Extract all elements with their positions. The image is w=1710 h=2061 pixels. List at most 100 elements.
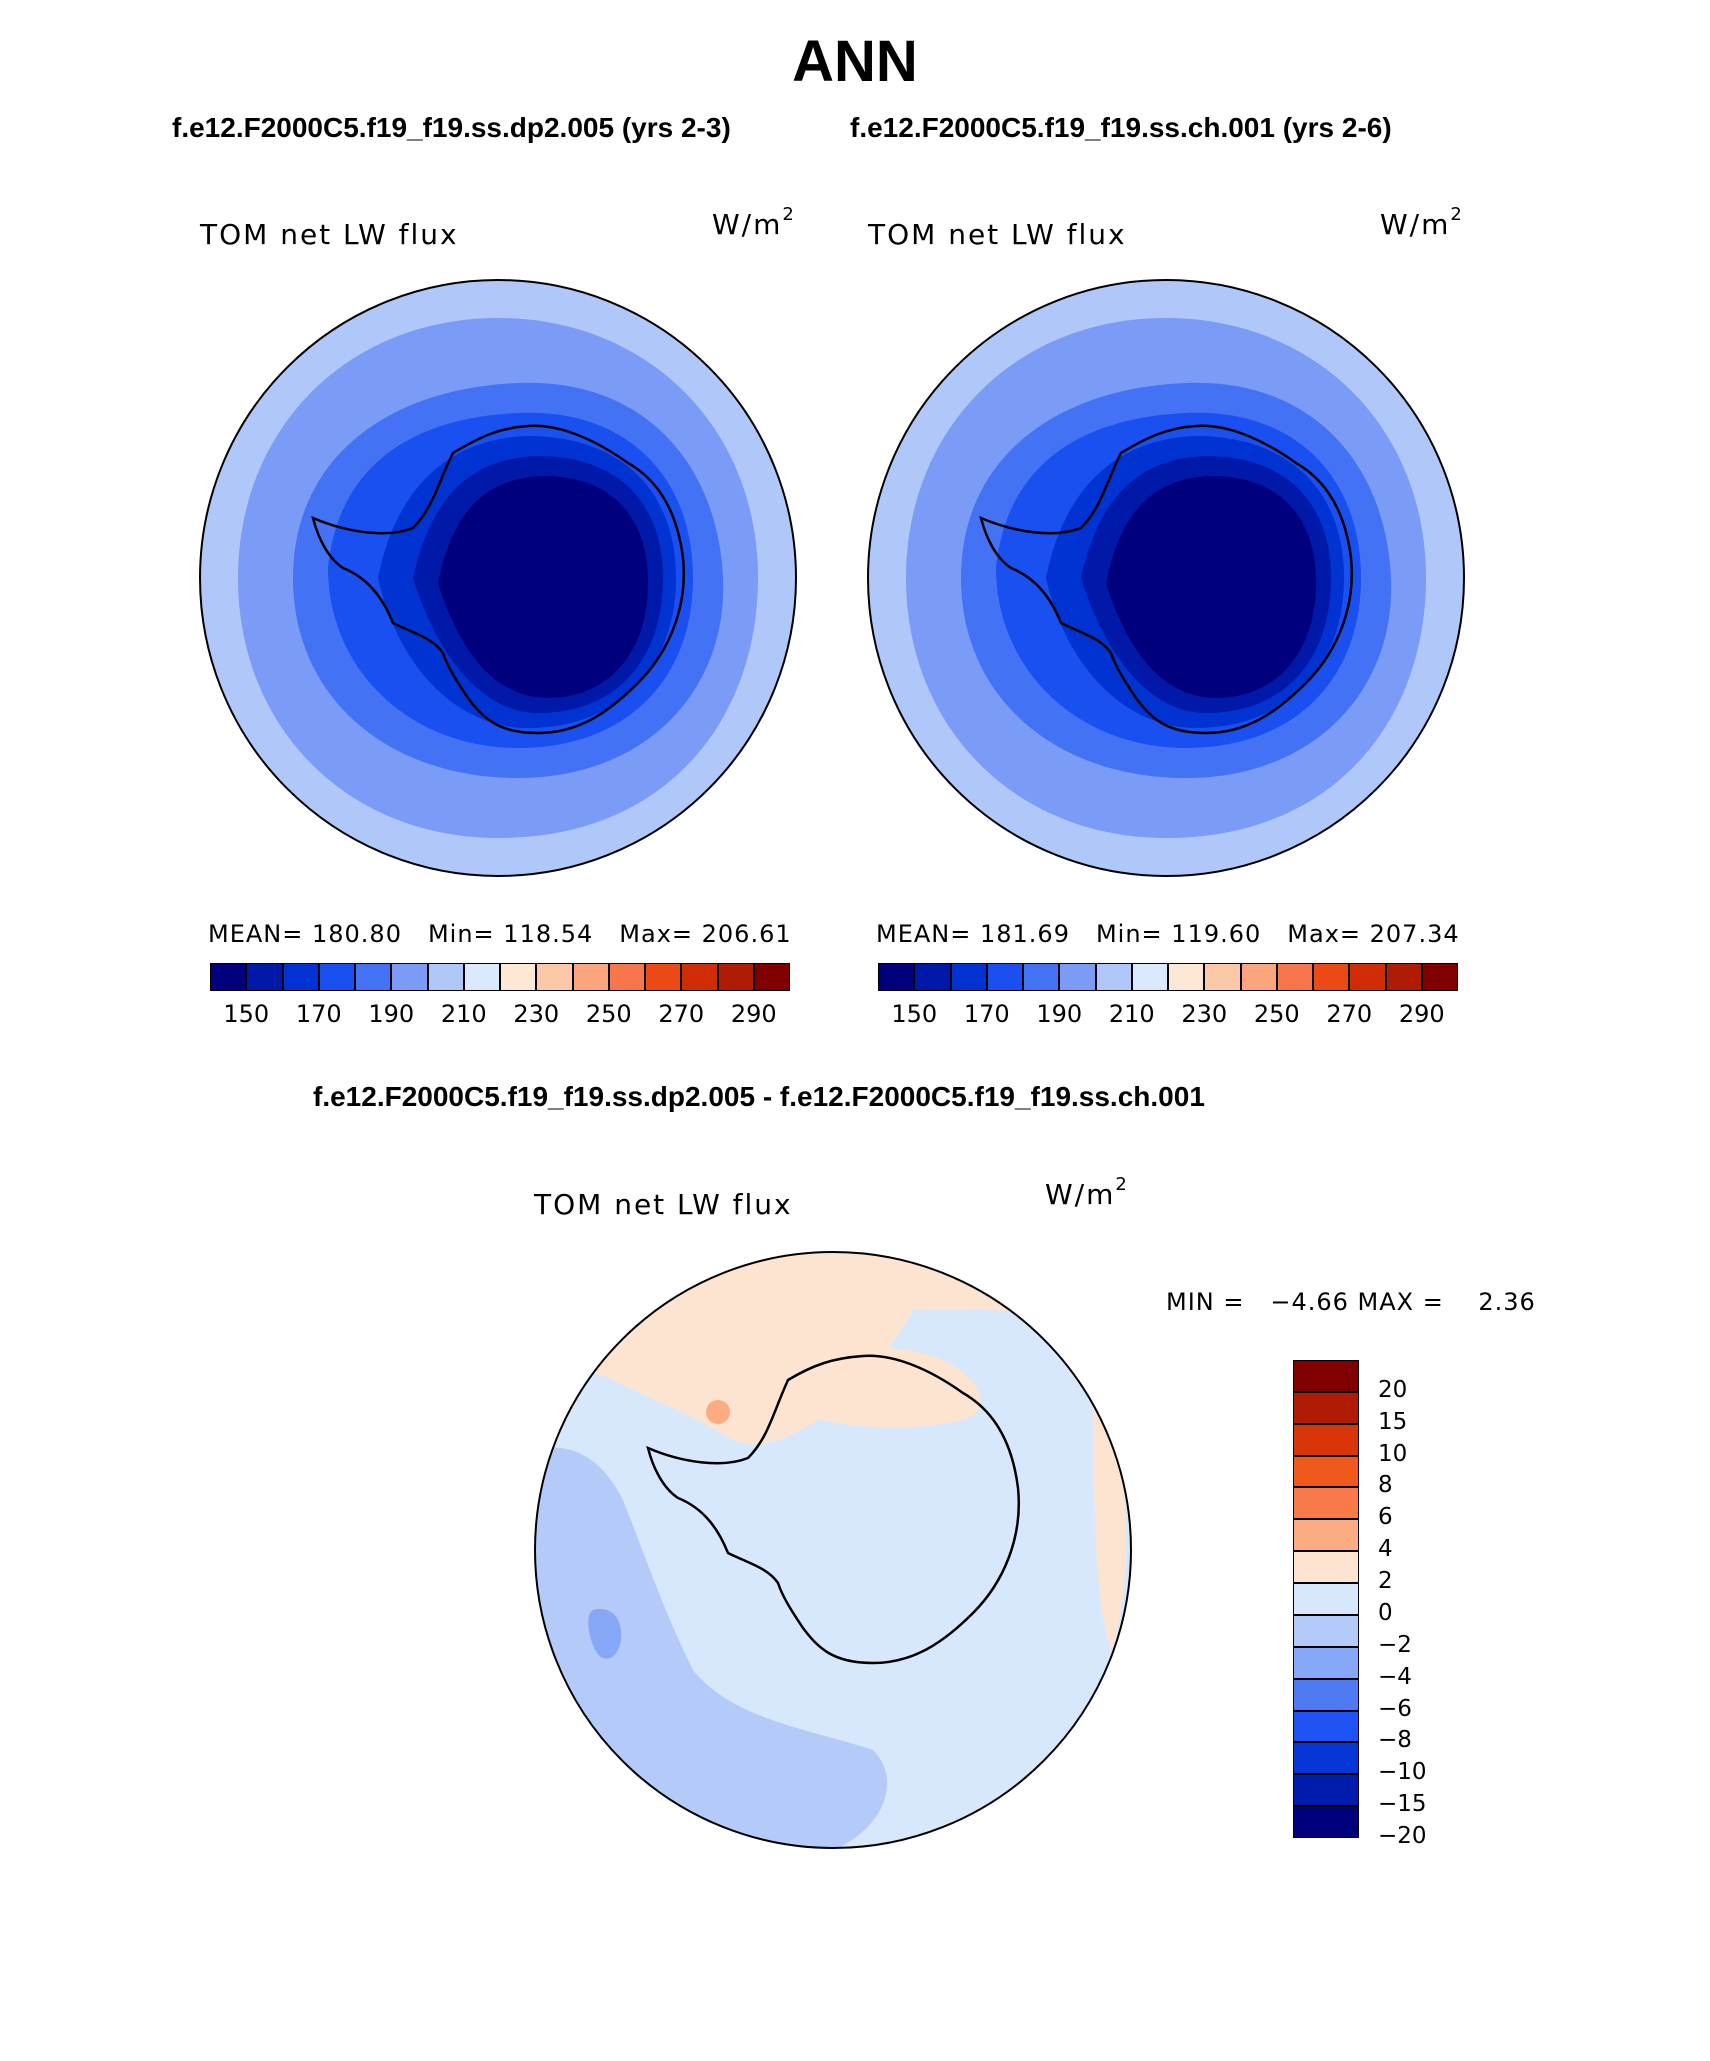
diff-colorbar-tick-label: −4	[1378, 1663, 1412, 1690]
panel1-colorbar-swatch	[717, 963, 754, 991]
panel1-colorbar-tick-label: 170	[295, 1000, 342, 1028]
panel3-map-border	[534, 1251, 1132, 1849]
panel1-colorbar-ticks: 150 170 190 210 230 250 270 290	[210, 1000, 790, 1030]
diff-colorbar-tick-label: 8	[1378, 1472, 1393, 1499]
panel2-colorbar-swatch	[1095, 963, 1132, 991]
panel2-units: W/m2	[1380, 204, 1464, 241]
panel2-colorbar-swatch	[986, 963, 1023, 991]
panel2-variable-label: TOM net LW flux	[868, 218, 1127, 251]
diff-colorbar-tick-label: −20	[1378, 1823, 1427, 1849]
panel2-colorbar-swatch	[1349, 963, 1386, 991]
panel1-colorbar	[210, 963, 790, 991]
panel3-field-positive-east	[1093, 1370, 1127, 1650]
panel1-colorbar-swatch	[572, 963, 609, 991]
diff-colorbar-swatch	[1293, 1487, 1359, 1520]
diff-colorbar-swatch	[1293, 1614, 1359, 1647]
panel2-map-border	[867, 279, 1465, 877]
panel3-field-negative-west	[535, 1447, 888, 1848]
panel2-colorbar-swatch	[1240, 963, 1277, 991]
panel1-colorbar-swatch	[246, 963, 283, 991]
panel2-map	[867, 279, 1465, 877]
panel1-min: Min= 118.54	[427, 920, 594, 948]
panel2-colorbar-swatch	[1385, 963, 1422, 991]
diff-colorbar-swatch	[1293, 1806, 1359, 1838]
panel1-max: Max= 206.61	[619, 920, 792, 948]
diff-colorbar-tick-label: 10	[1378, 1440, 1408, 1467]
panel2-colorbar-tick-label: 230	[1181, 1000, 1228, 1028]
panel2-mean: MEAN= 181.69	[876, 920, 1070, 948]
diff-colorbar-tick-label: −2	[1378, 1631, 1412, 1658]
panel3-field-positive-north	[535, 1252, 1131, 1444]
panel1-units-base: W/m	[712, 208, 783, 241]
panel3-field-negative-core	[588, 1609, 622, 1659]
panel1-colorbar-swatch	[391, 963, 428, 991]
panel1-colorbar-tick-label: 270	[658, 1000, 705, 1028]
diff-colorbar-swatch	[1293, 1360, 1359, 1392]
panel1-colorbar-swatch	[645, 963, 682, 991]
panel2-stats: MEAN= 181.69 Min= 119.60 Max= 207.34	[876, 920, 1460, 948]
panel1-units: W/m2	[712, 204, 796, 241]
diff-colorbar-swatch	[1293, 1455, 1359, 1488]
panel2-colorbar-tick-label: 210	[1108, 1000, 1155, 1028]
panel3-units: W/m2	[1045, 1174, 1129, 1211]
panel2-units-base: W/m	[1380, 208, 1451, 241]
panel1-colorbar-swatch	[536, 963, 573, 991]
panel1-colorbar-tick-label: 210	[440, 1000, 487, 1028]
diff-colorbar-tick-label: 6	[1378, 1504, 1393, 1531]
panel3-map	[534, 1251, 1132, 1849]
panel2-min: Min= 119.60	[1095, 920, 1262, 948]
panel1-colorbar-tick-label: 230	[513, 1000, 560, 1028]
panel2-max: Max= 207.34	[1287, 920, 1460, 948]
panel1-colorbar-tick-label: 150	[223, 1000, 270, 1028]
panel1-variable-label: TOM net LW flux	[200, 218, 459, 251]
panel1-field-core	[438, 476, 648, 698]
panel1-colorbar-swatch	[681, 963, 718, 991]
panel1-map	[199, 279, 797, 877]
panel2-colorbar-swatch	[914, 963, 951, 991]
diff-colorbar-swatch	[1293, 1519, 1359, 1552]
panel1-colorbar-tick-label: 190	[368, 1000, 415, 1028]
diff-colorbar-tick-label: 4	[1378, 1536, 1393, 1563]
diff-colorbar-swatch	[1293, 1646, 1359, 1679]
panel2-colorbar-swatch	[1131, 963, 1168, 991]
panel3-units-base: W/m	[1045, 1178, 1116, 1211]
panel1-colorbar-swatch	[355, 963, 392, 991]
panel3-variable-label: TOM net LW flux	[534, 1188, 793, 1221]
page-title: ANN	[792, 29, 918, 94]
panel1-colorbar-swatch	[210, 963, 247, 991]
panel1-colorbar-swatch	[500, 963, 537, 991]
panel1-colorbar-swatch	[318, 963, 355, 991]
diff-colorbar-swatch	[1293, 1391, 1359, 1424]
panel2-colorbar-swatch	[1204, 963, 1241, 991]
panel1-coastline	[311, 424, 685, 735]
panel1-stats: MEAN= 180.80 Min= 118.54 Max= 206.61	[208, 920, 792, 948]
panel2-colorbar-swatch	[1023, 963, 1060, 991]
subtitle-diff: f.e12.F2000C5.f19_f19.ss.dp2.005 - f.e12…	[313, 1081, 1205, 1112]
panel2-colorbar-swatch	[878, 963, 915, 991]
panel2-colorbar-tick-label: 270	[1326, 1000, 1373, 1028]
diff-colorbar-swatch	[1293, 1583, 1359, 1615]
diff-colorbar-tick-label: −10	[1378, 1759, 1427, 1786]
panel1-units-exp: 2	[782, 204, 796, 225]
diff-colorbar	[1293, 1360, 1359, 1838]
panel1-colorbar-swatch	[753, 963, 790, 991]
panel1-mean: MEAN= 180.80	[208, 920, 402, 948]
panel2-field-core	[1106, 476, 1316, 698]
diff-colorbar-swatch	[1293, 1710, 1359, 1743]
subtitle-right: f.e12.F2000C5.f19_f19.ss.ch.001 (yrs 2-6…	[850, 112, 1392, 143]
panel2-colorbar-swatch	[1168, 963, 1205, 991]
panel2-colorbar-swatch	[1313, 963, 1350, 991]
subtitle-left: f.e12.F2000C5.f19_f19.ss.dp2.005 (yrs 2-…	[172, 112, 731, 143]
diff-colorbar-tick-label: 0	[1378, 1599, 1393, 1626]
panel2-colorbar-tick-label: 170	[963, 1000, 1010, 1028]
diff-colorbar-tick-label: −15	[1378, 1791, 1427, 1818]
panel3-units-exp: 2	[1115, 1174, 1129, 1195]
panel2-colorbar	[878, 963, 1458, 991]
panel2-colorbar-tick-label: 190	[1036, 1000, 1083, 1028]
panel1-colorbar-tick-label: 250	[585, 1000, 632, 1028]
panel1-colorbar-swatch	[282, 963, 319, 991]
diff-colorbar-swatch	[1293, 1551, 1359, 1584]
panel2-coastline	[979, 424, 1353, 735]
panel1-colorbar-swatch	[463, 963, 500, 991]
diff-colorbar-tick-label: −6	[1378, 1695, 1412, 1722]
